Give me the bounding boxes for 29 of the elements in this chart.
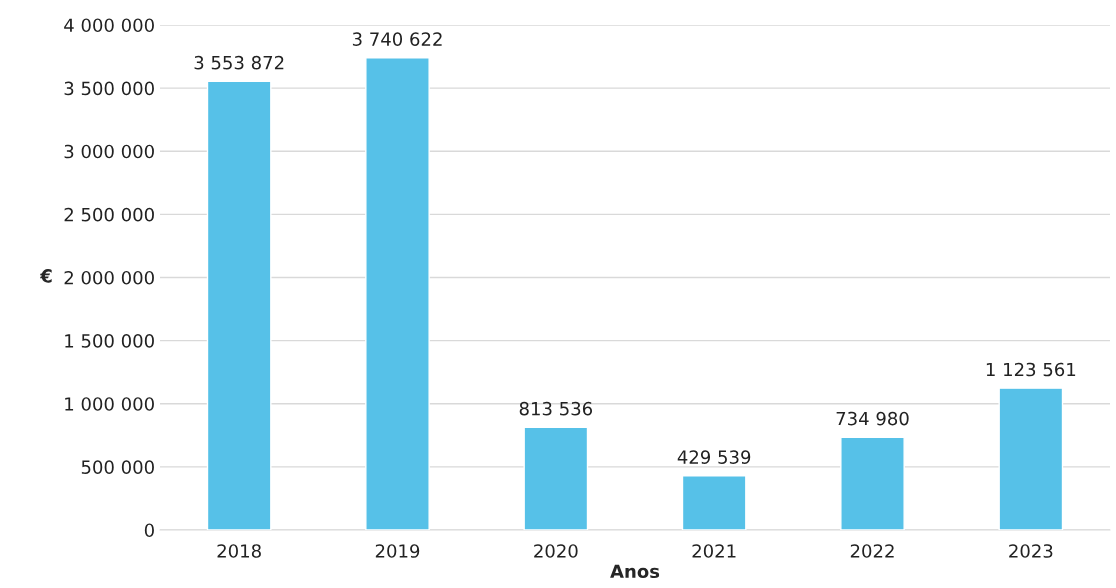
y-tick-label: 1 500 000 (65, 334, 154, 348)
bar (523, 426, 589, 530)
y-tick-label: 0 (144, 523, 154, 538)
y-tick-label: 1 000 000 (65, 397, 154, 411)
data-label: 1 123 561 (986, 362, 1076, 377)
x-tick-label: 2020 (534, 544, 578, 558)
x-tick-label: 2023 (1009, 544, 1053, 558)
x-tick-label: 2022 (850, 544, 894, 558)
data-label: 3 740 622 (352, 32, 442, 46)
y-tick-label: 4 000 000 (64, 18, 154, 33)
bar (365, 57, 430, 530)
data-label: 429 539 (677, 450, 751, 464)
x-tick-label: 2021 (692, 544, 736, 558)
x-tick-label: 2019 (375, 544, 420, 558)
y-axis-title: € (39, 269, 52, 283)
bar (206, 80, 272, 530)
bar (681, 475, 747, 530)
bar (840, 436, 905, 530)
bar (998, 387, 1064, 530)
x-axis-title: Anos (610, 564, 660, 579)
y-tick-label: 2 000 000 (64, 270, 154, 285)
data-label: 3 553 872 (194, 55, 284, 70)
y-tick-label: 500 000 (81, 460, 154, 474)
y-tick-label: 3 500 000 (64, 81, 154, 96)
y-tick-label: 2 500 000 (64, 207, 154, 222)
x-tick-label: 2018 (217, 544, 261, 558)
data-label: 734 980 (836, 411, 909, 426)
y-tick-label: 3 000 000 (64, 144, 154, 159)
data-label: 813 536 (519, 401, 593, 416)
